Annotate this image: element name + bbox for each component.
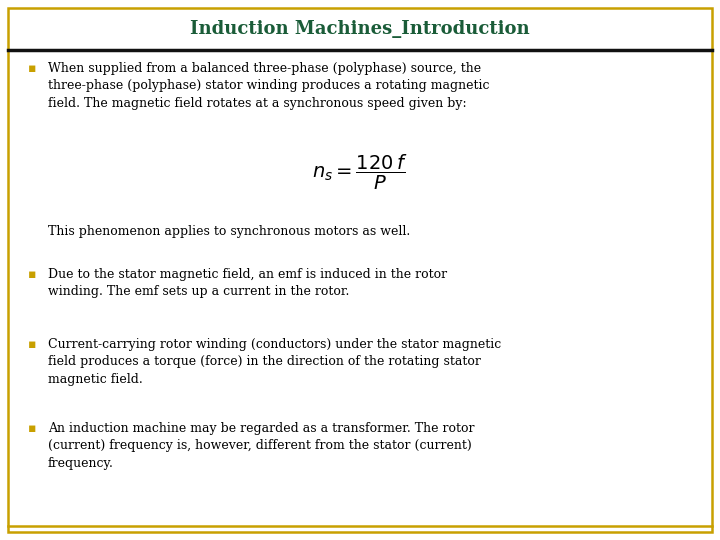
Text: An induction machine may be regarded as a transformer. The rotor
(current) frequ: An induction machine may be regarded as … xyxy=(48,422,474,470)
Text: Due to the stator magnetic field, an emf is induced in the rotor
winding. The em: Due to the stator magnetic field, an emf… xyxy=(48,268,447,299)
Text: ▪: ▪ xyxy=(28,62,37,75)
Text: ▪: ▪ xyxy=(28,422,37,435)
Text: ▪: ▪ xyxy=(28,268,37,281)
Text: Current-carrying rotor winding (conductors) under the stator magnetic
field prod: Current-carrying rotor winding (conducto… xyxy=(48,338,501,386)
Text: $n_s = \dfrac{120\,f}{P}$: $n_s = \dfrac{120\,f}{P}$ xyxy=(312,152,408,192)
Text: When supplied from a balanced three-phase (polyphase) source, the
three-phase (p: When supplied from a balanced three-phas… xyxy=(48,62,490,110)
Text: ▪: ▪ xyxy=(28,338,37,351)
Text: This phenomenon applies to synchronous motors as well.: This phenomenon applies to synchronous m… xyxy=(48,225,410,238)
Text: Induction Machines_Introduction: Induction Machines_Introduction xyxy=(190,20,530,38)
